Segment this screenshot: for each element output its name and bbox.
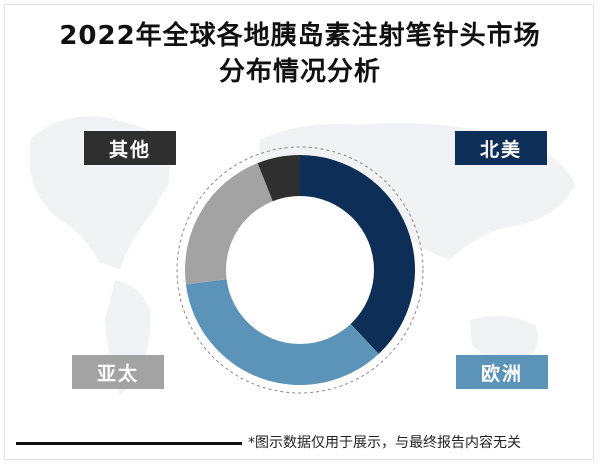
footnote: *图示数据仅用于展示，与最终报告内容无关 [248,435,521,451]
legend-label-north-america-text: 北美 [479,138,522,161]
chart-title-line1: 2022年全球各地胰岛素注射笔针头市场 [59,21,541,51]
legend-label-other: 其他 [84,131,176,165]
page-frame [4,4,594,460]
footer-rule [16,442,242,445]
legend-label-other-text: 其他 [108,138,151,161]
donut-outer-dashed-ring [176,146,424,394]
chart-title: 2022年全球各地胰岛素注射笔针头市场 分布情况分析 [0,18,600,90]
donut-hole [226,196,374,344]
legend-label-asia-pacific-text: 亚太 [96,362,139,385]
legend-label-europe-text: 欧洲 [480,362,523,385]
legend-label-asia-pacific: 亚太 [72,355,164,389]
legend-label-north-america: 北美 [455,131,547,165]
chart-title-line2: 分布情况分析 [218,57,381,87]
legend-label-europe: 欧洲 [456,355,548,389]
